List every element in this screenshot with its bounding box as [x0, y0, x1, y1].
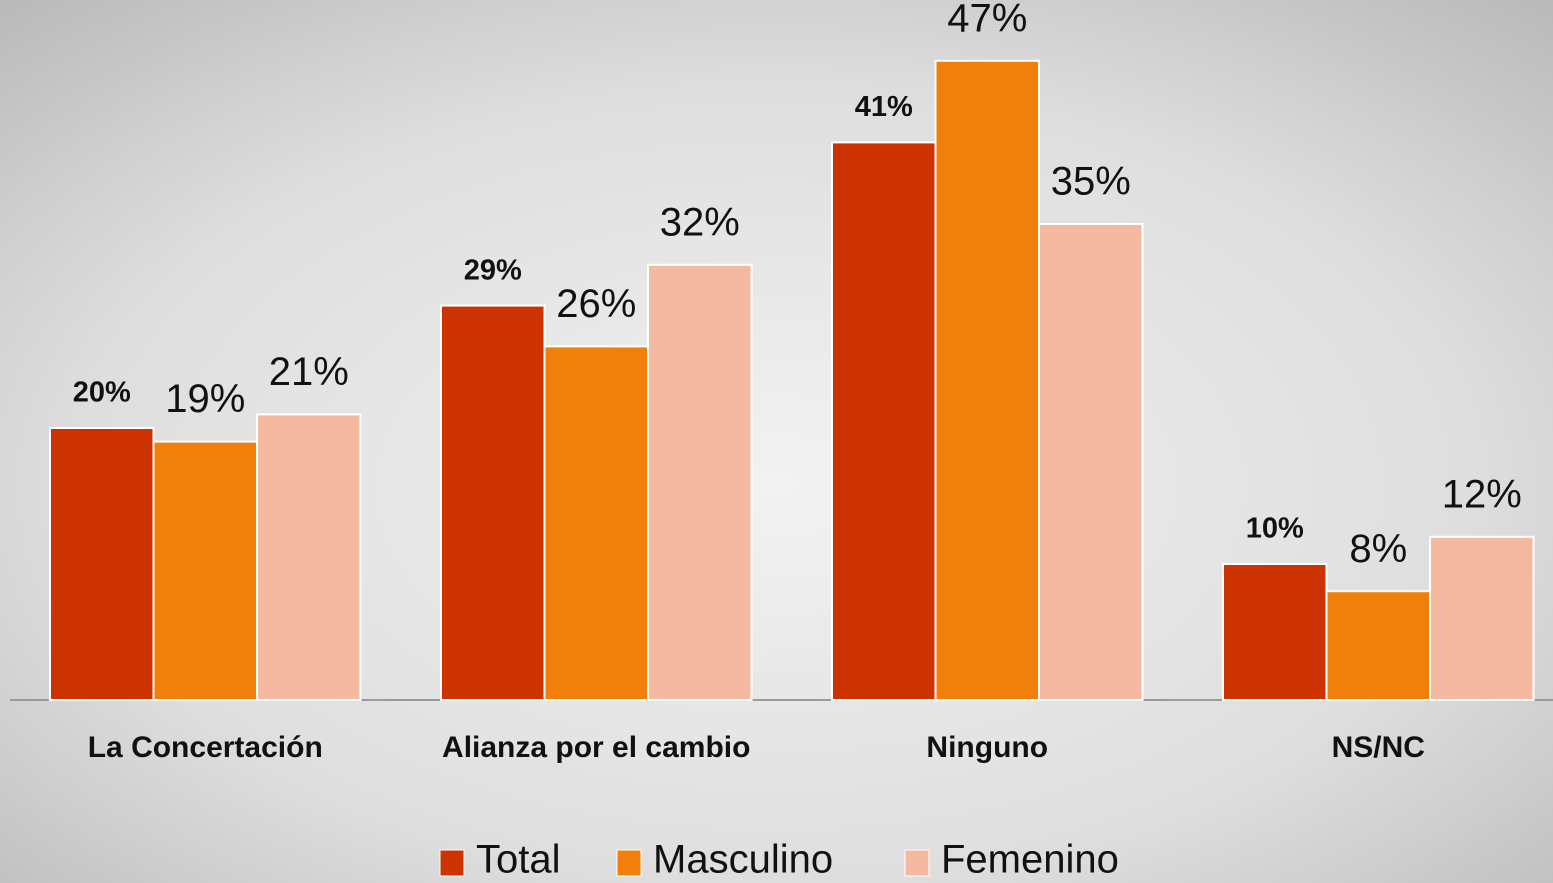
- bar: [1325, 590, 1431, 702]
- bar: [49, 427, 155, 701]
- bar: [440, 304, 546, 701]
- data-label: 29%: [464, 254, 522, 286]
- legend-label: Femenino: [941, 838, 1119, 882]
- bar: [1222, 563, 1328, 701]
- data-label: 20%: [73, 377, 131, 409]
- data-label: 12%: [1442, 472, 1522, 516]
- data-label: 8%: [1349, 527, 1407, 571]
- x-tick-label: Ninguno: [926, 731, 1048, 764]
- x-tick-label: Alianza por el cambio: [442, 731, 750, 764]
- bar: [647, 263, 753, 701]
- data-label: 41%: [855, 91, 913, 123]
- x-tick-label: La Concertación: [88, 731, 323, 764]
- bar: [256, 413, 362, 701]
- data-label: 21%: [269, 350, 349, 394]
- legend-swatch: [616, 849, 642, 877]
- x-tick-label: NS/NC: [1332, 731, 1425, 764]
- legend-swatch: [904, 849, 930, 877]
- bar: [543, 345, 649, 701]
- legend-label: Total: [476, 838, 561, 882]
- data-label: 10%: [1246, 513, 1304, 545]
- legend-swatch: [439, 849, 465, 877]
- bar: [152, 440, 258, 701]
- data-label: 26%: [556, 282, 636, 326]
- data-label: 47%: [947, 0, 1027, 40]
- bar: [934, 59, 1040, 702]
- data-label: 19%: [165, 377, 245, 421]
- bar: [1429, 535, 1535, 701]
- data-label: 35%: [1051, 160, 1131, 204]
- bar: [831, 141, 937, 701]
- bar: [1038, 223, 1144, 701]
- data-label: 32%: [660, 200, 740, 244]
- legend-label: Masculino: [653, 838, 833, 882]
